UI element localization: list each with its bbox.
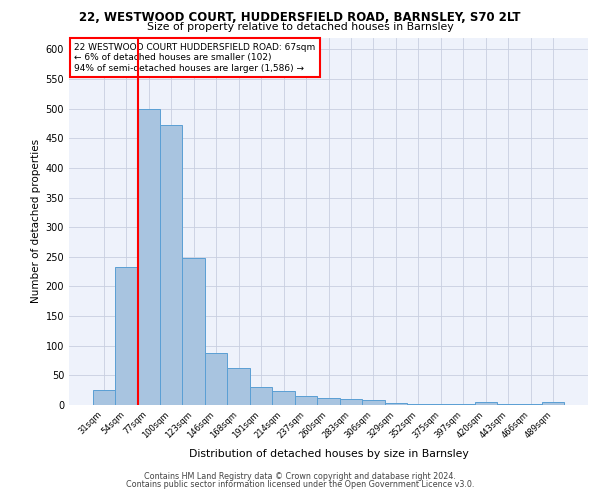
Bar [250,387,272,405]
Bar [92,390,115,405]
Bar [520,404,542,405]
Bar [452,404,475,405]
Bar [385,402,407,405]
Bar [407,404,430,405]
Text: Contains HM Land Registry data © Crown copyright and database right 2024.: Contains HM Land Registry data © Crown c… [144,472,456,481]
Bar [430,404,452,405]
Text: 22, WESTWOOD COURT, HUDDERSFIELD ROAD, BARNSLEY, S70 2LT: 22, WESTWOOD COURT, HUDDERSFIELD ROAD, B… [79,11,521,24]
X-axis label: Distribution of detached houses by size in Barnsley: Distribution of detached houses by size … [188,448,469,458]
Bar [182,258,205,405]
Bar [542,402,565,405]
Bar [160,125,182,405]
Bar [205,353,227,405]
Text: Contains public sector information licensed under the Open Government Licence v3: Contains public sector information licen… [126,480,474,489]
Text: 22 WESTWOOD COURT HUDDERSFIELD ROAD: 67sqm
← 6% of detached houses are smaller (: 22 WESTWOOD COURT HUDDERSFIELD ROAD: 67s… [74,43,316,73]
Bar [137,108,160,405]
Bar [475,402,497,405]
Bar [227,368,250,405]
Y-axis label: Number of detached properties: Number of detached properties [31,139,41,304]
Bar [362,400,385,405]
Bar [272,392,295,405]
Bar [295,396,317,405]
Bar [340,399,362,405]
Bar [115,268,137,405]
Text: Size of property relative to detached houses in Barnsley: Size of property relative to detached ho… [146,22,454,32]
Bar [497,404,520,405]
Bar [317,398,340,405]
